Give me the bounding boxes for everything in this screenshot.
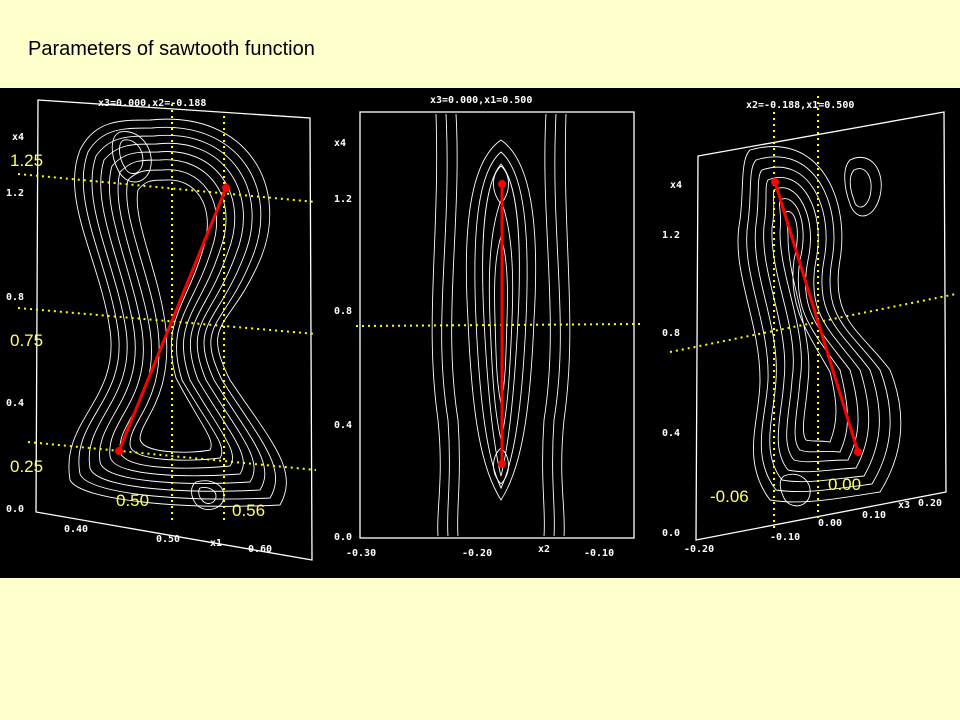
- panel2-y-tick: 0.8: [334, 306, 352, 317]
- panel-x2-x4: x3=0.000,x1=0.500 x4 1.2 0.8 0.4 0.0 -0.…: [334, 95, 641, 559]
- annotation-x4-upper: 1.25: [10, 151, 43, 170]
- panel3-x-tick: -0.10: [770, 532, 800, 543]
- annotation-x3-left: -0.06: [710, 487, 749, 506]
- annotation-x1-left: 0.50: [116, 491, 149, 510]
- annotation-x3-right: 0.00: [828, 475, 861, 494]
- panel1-guides: [17, 104, 317, 524]
- panel1-contours: [68, 118, 287, 511]
- panel1-y-tick: 0.8: [6, 292, 24, 303]
- panel2-contours: [431, 113, 571, 537]
- annotation-x4-lower: 0.25: [10, 457, 43, 476]
- panel1-x-axis-label: x1: [210, 538, 222, 549]
- panel-x1-x4: x3=0.000,x2=-0.188 x4 1.2 0.8 0.4 0.0 0.…: [6, 98, 317, 561]
- annotation-x1-right: 0.56: [232, 501, 265, 520]
- panel2-y-tick: 1.2: [334, 194, 352, 205]
- panel2-guides: [355, 323, 641, 327]
- panel3-x-tick: -0.20: [684, 544, 714, 555]
- panel3-y-tick: 0.0: [662, 528, 680, 539]
- annotation-x4-middle: 0.75: [10, 331, 43, 350]
- panel3-y-axis-label: x4: [670, 180, 682, 191]
- panel3-guides: [669, 96, 957, 530]
- panel3-x-tick: 0.10: [862, 510, 886, 521]
- panel1-y-tick: 0.4: [6, 398, 24, 409]
- panel1-x-tick: 0.40: [64, 524, 88, 535]
- panel2-header: x3=0.000,x1=0.500: [430, 95, 532, 106]
- panel3-frame: [695, 111, 947, 541]
- panel2-y-tick: 0.0: [334, 532, 352, 543]
- panel1-fit-line: [115, 184, 230, 455]
- panel2-x-axis-label: x2: [538, 544, 550, 555]
- panel3-x-tick: 0.00: [818, 518, 842, 529]
- panel1-x-tick: 0.60: [248, 544, 272, 555]
- panel1-y-tick: 0.0: [6, 504, 24, 515]
- panel3-x-tick: 0.20: [918, 498, 942, 509]
- panel1-x-tick: 0.50: [156, 534, 180, 545]
- panel1-y-tick: 1.2: [6, 188, 24, 199]
- panel2-y-tick: 0.4: [334, 420, 352, 431]
- panel2-fit-line: [498, 180, 506, 468]
- panel2-x-tick: -0.20: [462, 548, 492, 559]
- panel2-y-axis-label: x4: [334, 138, 346, 149]
- panel2-x-tick: -0.30: [346, 548, 376, 559]
- panel1-frame: [35, 99, 313, 561]
- slide-title: Parameters of sawtooth function: [28, 38, 315, 60]
- panel3-fit-line: [771, 178, 862, 456]
- panel3-y-tick: 1.2: [662, 230, 680, 241]
- panel2-frame: [359, 111, 635, 539]
- panel3-header: x2=-0.188,x1=0.500: [746, 100, 854, 111]
- panel3-y-tick: 0.4: [662, 428, 680, 439]
- panel2-x-tick: -0.10: [584, 548, 614, 559]
- panel3-contours: [737, 146, 902, 507]
- panel3-y-tick: 0.8: [662, 328, 680, 339]
- panel1-header: x3=0.000,x2=-0.188: [98, 98, 206, 109]
- panel-x3-x4: x2=-0.188,x1=0.500 x4 1.2 0.8 0.4 0.0 -0…: [662, 96, 957, 555]
- panel3-x-axis-label: x3: [898, 500, 910, 511]
- panel1-y-axis-label: x4: [12, 132, 24, 143]
